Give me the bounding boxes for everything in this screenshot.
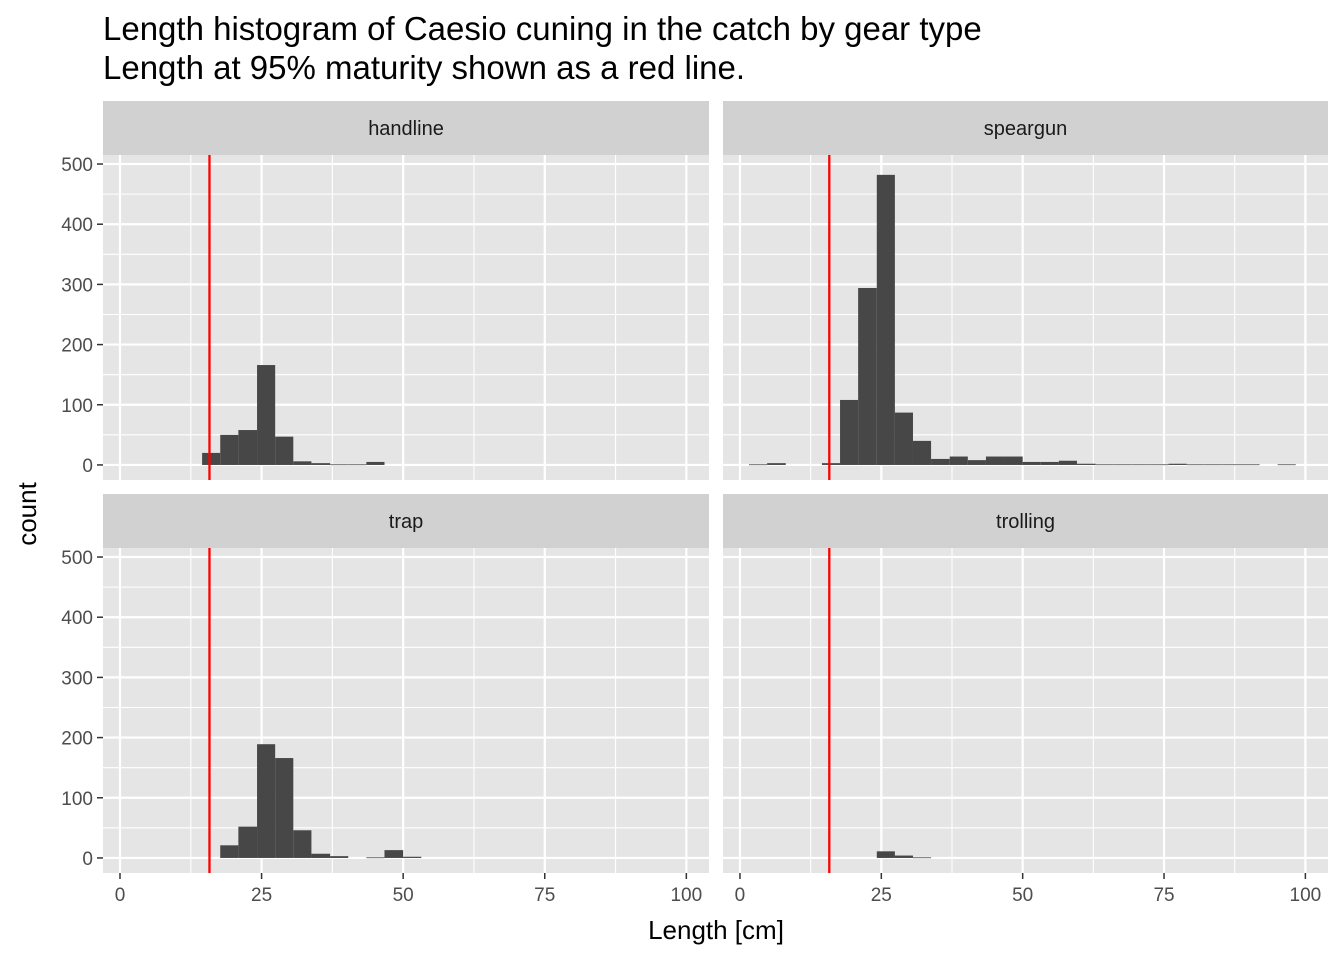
histogram-bar xyxy=(858,288,877,465)
histogram-bar xyxy=(876,174,895,465)
panel-background xyxy=(103,155,709,480)
facet-strip-label: handline xyxy=(368,118,444,140)
histogram-bar xyxy=(257,744,276,858)
x-tick-label: 100 xyxy=(1290,885,1322,906)
histogram-bar xyxy=(366,857,385,859)
histogram-bar xyxy=(384,850,404,858)
chart-title: Length histogram of Caesio cuning in the… xyxy=(103,10,982,47)
facet-strip xyxy=(723,494,1328,548)
y-tick-label: 300 xyxy=(61,668,93,689)
y-tick-label: 0 xyxy=(82,849,93,870)
x-tick-label: 75 xyxy=(534,885,555,906)
x-tick-label: 0 xyxy=(115,885,126,906)
facet-strip-label: trolling xyxy=(996,511,1055,533)
facet-strip-label: trap xyxy=(389,511,423,533)
y-tick-label: 500 xyxy=(61,548,93,569)
histogram-bar xyxy=(1058,460,1077,465)
histogram-bar xyxy=(330,464,349,466)
histogram-bar xyxy=(894,855,913,858)
histogram-bar xyxy=(1222,464,1242,466)
histogram-bar xyxy=(1022,461,1041,465)
x-axis-title: Length [cm] xyxy=(648,915,784,945)
histogram-bar xyxy=(967,460,986,465)
histogram-bar xyxy=(220,845,239,858)
histogram-bar xyxy=(912,857,932,859)
histogram-bar xyxy=(202,452,221,465)
histogram-bar xyxy=(1168,463,1187,465)
histogram-bar xyxy=(1131,464,1150,466)
histogram-bar xyxy=(238,826,258,858)
y-tick-label: 0 xyxy=(82,456,93,477)
histogram-bar xyxy=(894,412,913,465)
facet-panel-handline: handline 0 100 200 300 400 500 xyxy=(61,101,709,480)
facet-strip-label: speargun xyxy=(984,118,1067,140)
panel-background xyxy=(723,155,1328,480)
facet-strip xyxy=(723,101,1328,155)
histogram-bar xyxy=(257,365,276,465)
y-tick-label: 500 xyxy=(61,155,93,176)
y-tick-label: 200 xyxy=(61,729,93,750)
histogram-bar xyxy=(749,464,768,466)
histogram-bar xyxy=(985,456,1005,465)
histogram-bar xyxy=(330,856,349,858)
histogram-bar xyxy=(1040,461,1059,465)
panel-background xyxy=(723,548,1328,873)
histogram-bar xyxy=(1004,456,1023,465)
y-tick-label: 400 xyxy=(61,215,93,236)
histogram-bar xyxy=(275,436,294,465)
facet-strip xyxy=(103,494,709,548)
histogram-bar xyxy=(293,461,312,465)
histogram-bar xyxy=(821,463,841,465)
y-axis-title: count xyxy=(12,481,42,545)
histogram-bar xyxy=(366,461,385,465)
x-tick-label: 50 xyxy=(1012,885,1033,906)
facet-panel-trap: trap 0 100 200 300 400 500 0 25 50 75 100 xyxy=(61,494,709,906)
chart-subtitle: Length at 95% maturity shown as a red li… xyxy=(103,49,745,86)
x-tick-label: 25 xyxy=(251,885,272,906)
y-tick-label: 200 xyxy=(61,336,93,357)
histogram-bar xyxy=(767,463,786,465)
histogram-bar xyxy=(1149,464,1169,466)
histogram-bar xyxy=(403,856,422,858)
facet-panel-trolling: trolling 0 25 50 75 100 xyxy=(723,494,1328,906)
histogram-bar xyxy=(931,458,950,465)
facet-strip xyxy=(103,101,709,155)
histogram-bar xyxy=(1204,464,1223,466)
panel-background xyxy=(103,548,709,873)
histogram-bar xyxy=(840,399,859,465)
histogram-bar xyxy=(220,434,239,465)
y-tick-label: 400 xyxy=(61,608,93,629)
y-tick-label: 100 xyxy=(61,396,93,417)
histogram-bar xyxy=(1277,464,1296,466)
histogram-bar xyxy=(1095,464,1114,466)
x-tick-label: 75 xyxy=(1153,885,1174,906)
histogram-bar xyxy=(311,853,331,858)
y-tick-label: 100 xyxy=(61,789,93,810)
histogram-bar xyxy=(949,456,968,465)
y-tick-label: 300 xyxy=(61,275,93,296)
histogram-bar xyxy=(912,440,932,465)
histogram-bar xyxy=(1113,464,1132,466)
histogram-bar xyxy=(311,463,331,465)
x-tick-label: 50 xyxy=(393,885,414,906)
facet-panel-speargun: speargun xyxy=(723,101,1328,480)
histogram-bar xyxy=(1186,464,1205,466)
histogram-bar xyxy=(348,464,367,466)
histogram-bar xyxy=(275,758,294,858)
histogram-bar xyxy=(1076,463,1096,465)
histogram-bar xyxy=(238,430,258,465)
x-tick-label: 100 xyxy=(670,885,702,906)
histogram-bar xyxy=(1241,464,1260,466)
facet-panels: handline0100200300400500spearguntrap0100… xyxy=(61,101,1328,906)
histogram-bar xyxy=(876,851,895,858)
histogram-bar xyxy=(293,830,312,858)
x-tick-label: 25 xyxy=(871,885,892,906)
x-tick-label: 0 xyxy=(735,885,746,906)
